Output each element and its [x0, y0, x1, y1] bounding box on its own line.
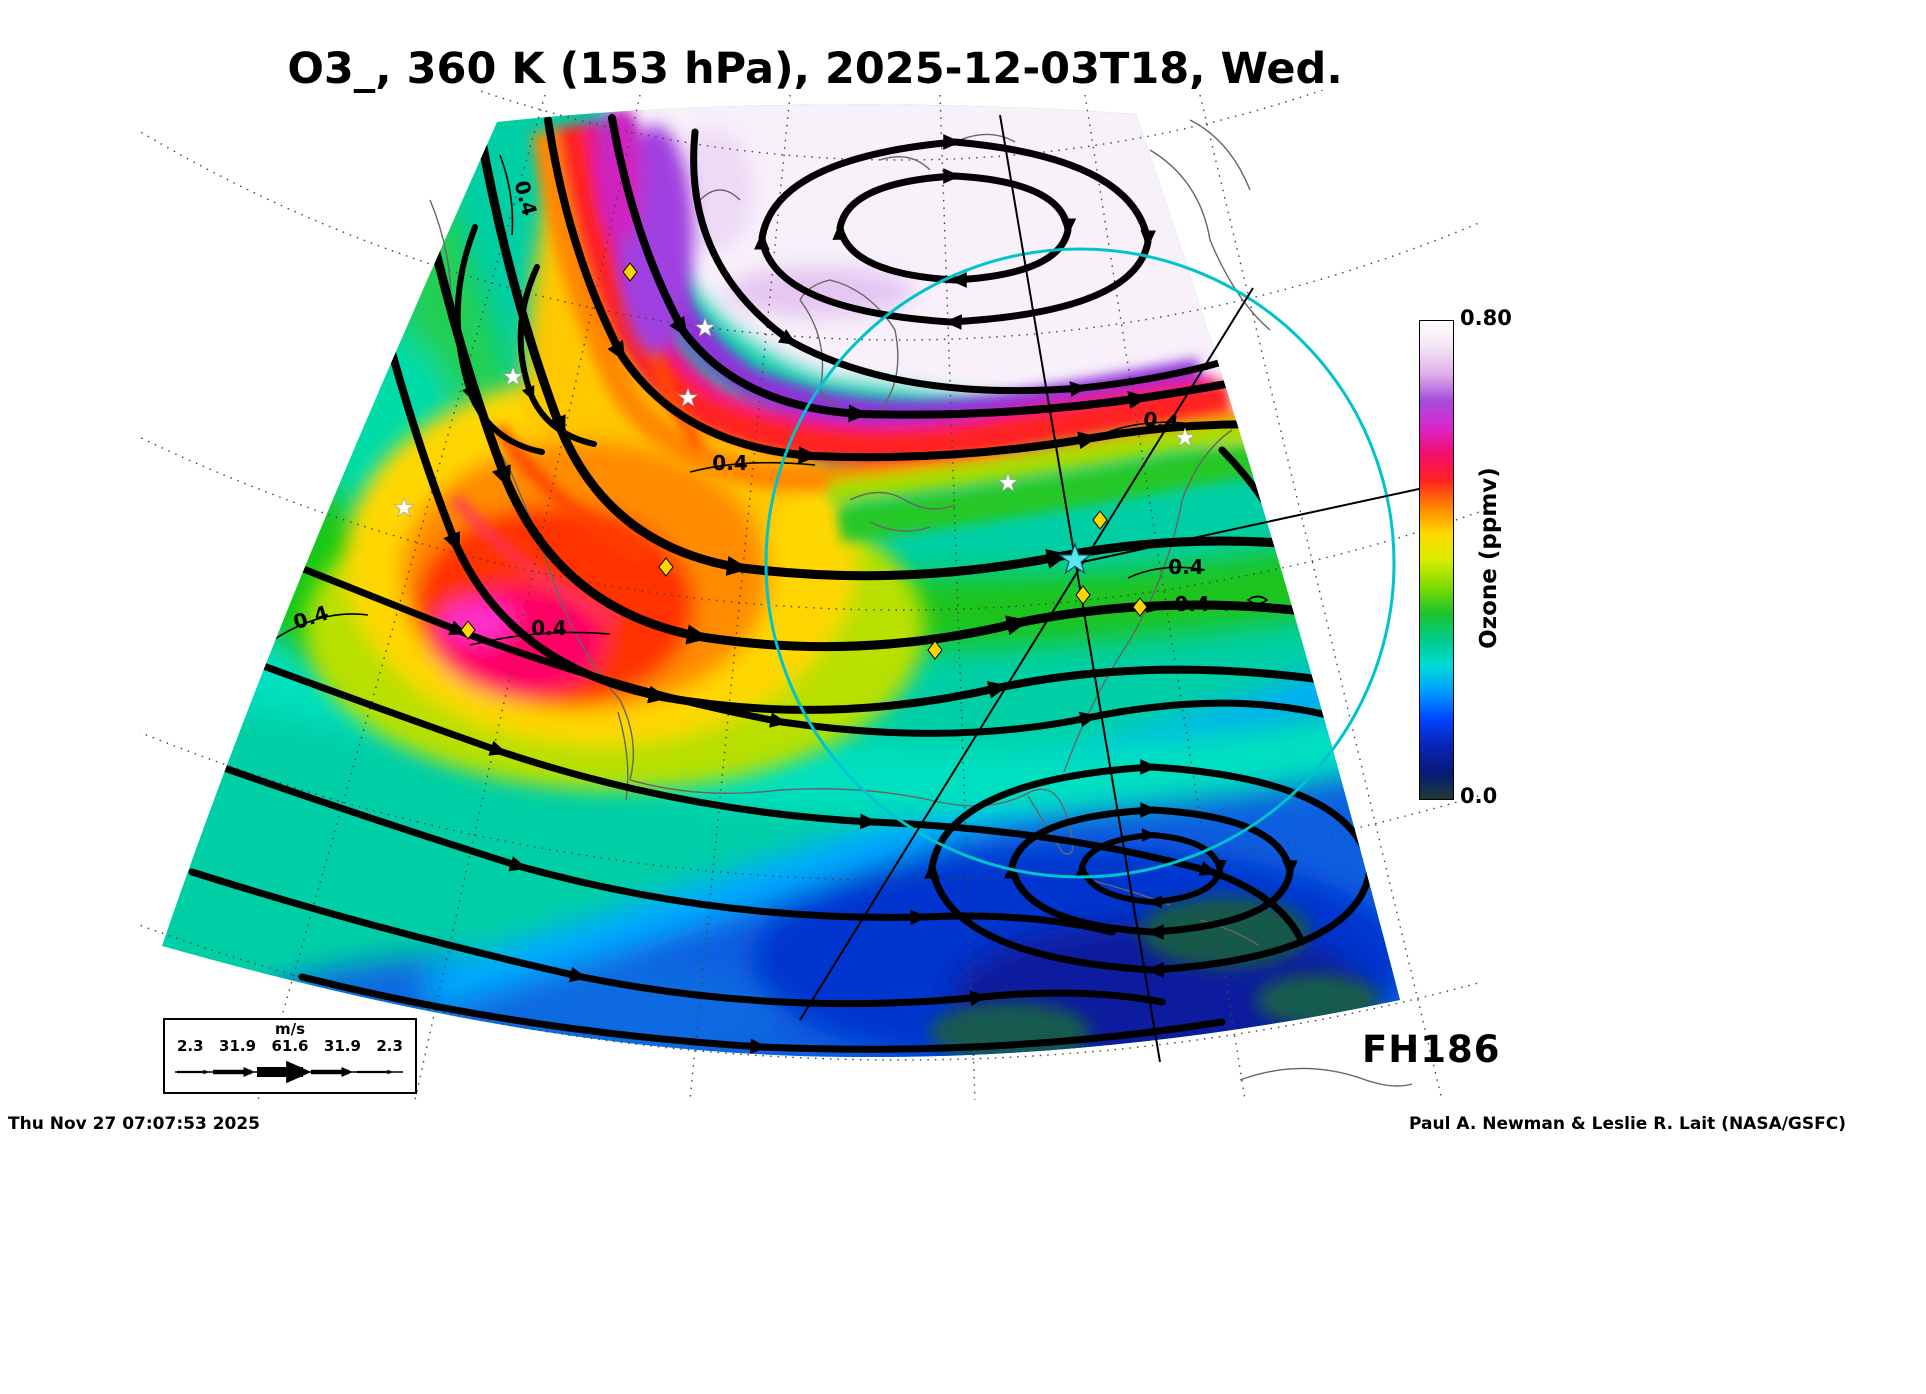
diamond-marker [1132, 597, 1148, 617]
great-circle-line [999, 114, 1161, 1063]
diamond-marker [1075, 585, 1091, 605]
wind-legend-unit: m/s [274, 1020, 306, 1038]
range-circle-overlay [764, 114, 1429, 1063]
contour-label: 0.4 [1142, 407, 1180, 436]
credit-attribution: Paul A. Newman & Leslie R. Lait (NASA/GS… [1409, 1114, 1846, 1134]
colorbar-axis-label: Ozone (ppmv) [1476, 467, 1502, 649]
colorbar-min-label: 0.0 [1460, 784, 1498, 808]
wind-streamlines [162, 114, 1400, 1055]
wind-speed-legend: m/s 2.3 31.9 61.6 31.9 2.3 [163, 1018, 417, 1094]
wind-legend-value: 31.9 [323, 1037, 361, 1055]
diamond-marker [658, 557, 674, 577]
star-marker [1174, 427, 1196, 447]
colorbar-gradient [1419, 320, 1454, 800]
wind-legend-value: 31.9 [219, 1037, 257, 1055]
ozone-contour-lines [261, 154, 1269, 649]
star-marker [997, 472, 1019, 492]
star-marker [393, 497, 415, 517]
page-title: O3_, 360 K (153 hPa), 2025-12-03T18, Wed… [287, 44, 1343, 94]
center-star-marker [1057, 542, 1093, 575]
contour-label: 0.4 [1168, 555, 1203, 579]
wind-legend-value: 2.3 [177, 1037, 204, 1055]
wind-legend-values: 2.3 31.9 61.6 31.9 2.3 [165, 1038, 415, 1055]
colorbar-max-label: 0.80 [1460, 306, 1512, 330]
star-marker [502, 366, 524, 386]
station-markers [393, 262, 1196, 660]
great-circle-line [1077, 486, 1429, 564]
range-circle [764, 247, 1396, 879]
diamond-marker [460, 620, 476, 640]
forecast-hour-label: FH186 [1362, 1028, 1501, 1071]
contour-label: 0.4 [531, 616, 566, 640]
wind-legend-arrow [175, 1060, 403, 1084]
star-marker [677, 387, 699, 407]
contour-label: 0.4 [712, 451, 747, 475]
contour-labels: 0.4 0.4 0.4 0.4 0.4 0.4 0.4 [290, 178, 1209, 640]
generated-timestamp: Thu Nov 27 07:07:53 2025 [8, 1114, 261, 1134]
wind-legend-value: 61.6 [271, 1037, 309, 1055]
diamond-marker [622, 262, 638, 282]
star-marker [694, 317, 716, 337]
contour-label: 0.4 [1174, 592, 1209, 616]
diamond-marker [1092, 510, 1108, 530]
diamond-marker [927, 640, 943, 660]
wind-legend-value: 2.3 [376, 1037, 403, 1055]
great-circle-line [799, 287, 1254, 1021]
